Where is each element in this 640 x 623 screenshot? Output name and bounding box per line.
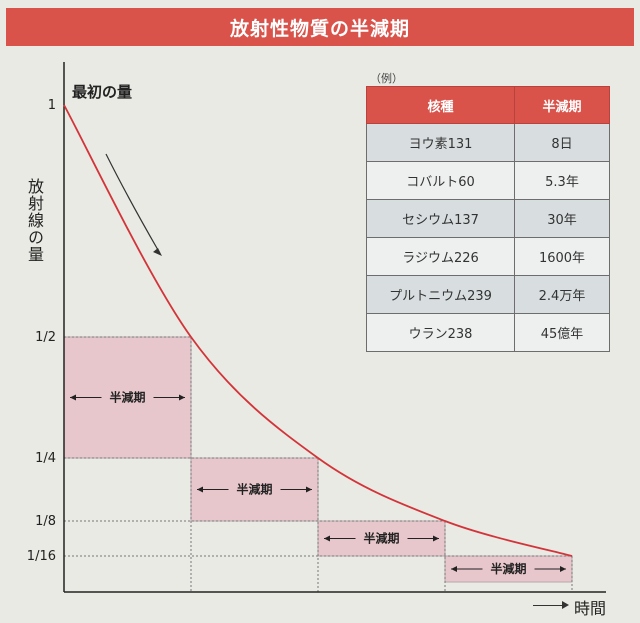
table-caption: （例） (370, 72, 403, 85)
table-header-row: 核種 半減期 (366, 86, 610, 124)
y-tick-label: 1 (48, 98, 56, 113)
half-life-arrow-2: 半減期 (197, 482, 312, 497)
half-life-arrow-1: 半減期 (70, 390, 185, 405)
half-life-arrow-3: 半減期 (324, 531, 439, 546)
y-tick-label: 1/2 (35, 330, 56, 345)
half-life-cell: 30年 (514, 199, 610, 238)
half-life-label: 半減期 (490, 561, 526, 576)
nuclide-cell: セシウム137 (366, 199, 515, 238)
header-half-life: 半減期 (514, 86, 610, 124)
half-life-cell: 8日 (514, 123, 610, 162)
half-life-label: 半減期 (109, 390, 145, 405)
table-row: ラジウム226 1600年 (366, 237, 610, 276)
header-nuclide: 核種 (366, 86, 515, 124)
table-row: プルトニウム239 2.4万年 (366, 275, 610, 314)
table-row: ヨウ素131 8日 (366, 123, 610, 162)
table-row: セシウム137 30年 (366, 199, 610, 238)
half-life-cell: 2.4万年 (514, 275, 610, 314)
page-title: 放射性物質の半減期 (229, 17, 410, 40)
half-life-table: 核種 半減期 ヨウ素131 8日 コバルト60 5.3年 セシウム137 30年… (366, 86, 610, 352)
nuclide-cell: ウラン238 (366, 313, 515, 352)
decay-direction-arrow (105, 153, 162, 256)
half-life-label: 半減期 (236, 482, 272, 497)
nuclide-cell: ヨウ素131 (366, 123, 515, 162)
y-tick-label: 1/8 (35, 514, 56, 529)
nuclide-cell: コバルト60 (366, 161, 515, 200)
nuclide-cell: ラジウム226 (366, 237, 515, 276)
y-tick-label: 1/16 (27, 549, 56, 564)
nuclide-cell: プルトニウム239 (366, 275, 515, 314)
half-life-cell: 45億年 (514, 313, 610, 352)
title-bar: 放射性物質の半減期 (6, 8, 634, 46)
decay-curve (63, 104, 573, 557)
initial-amount-annotation: 最初の量 (72, 83, 132, 101)
half-life-cell: 1600年 (514, 237, 610, 276)
table-row: コバルト60 5.3年 (366, 161, 610, 200)
table-row: ウラン238 45億年 (366, 313, 610, 352)
half-life-arrow-4: 半減期 (451, 561, 566, 576)
half-life-cell: 5.3年 (514, 161, 610, 200)
half-life-label: 半減期 (363, 531, 399, 546)
x-axis-label: 時間 (574, 599, 607, 618)
y-tick-label: 1/4 (35, 451, 56, 466)
y-axis-label: 放射線の量 (25, 178, 44, 263)
x-axis-arrow (533, 601, 569, 609)
